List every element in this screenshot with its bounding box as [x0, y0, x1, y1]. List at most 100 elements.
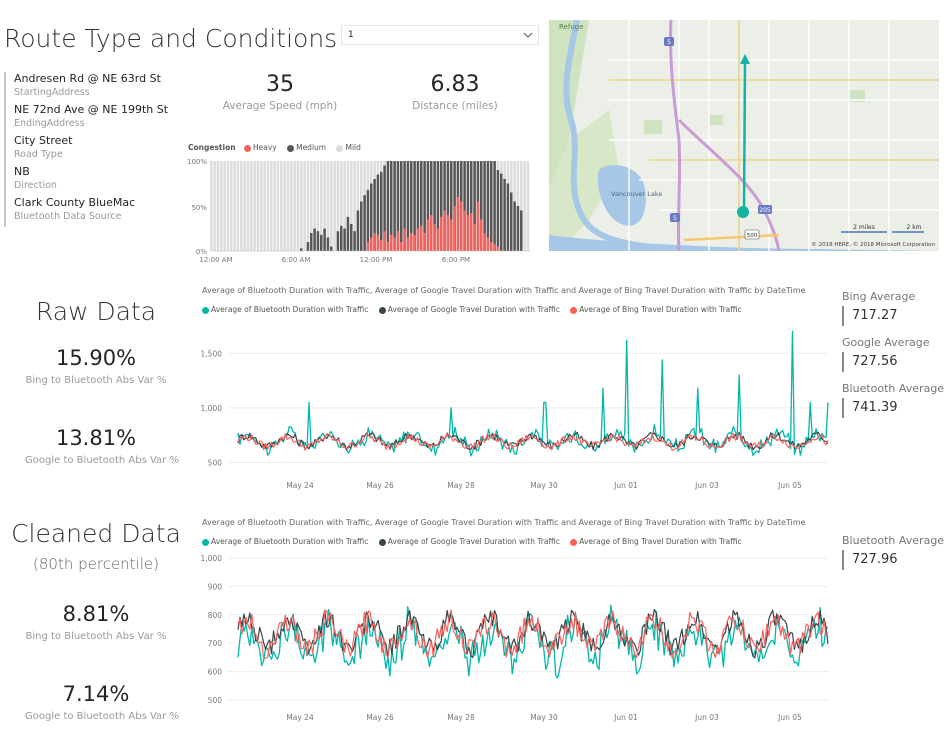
raw-averages: Bing Average 717.27 Google Average 727.5… [842, 290, 944, 418]
congestion-bar-heavy [376, 234, 380, 251]
congestion-bar-heavy [380, 240, 383, 251]
congestion-bar-medium [466, 161, 470, 251]
congestion-bar-heavy [490, 242, 493, 251]
congestion-bar-heavy [486, 237, 490, 251]
legend-google[interactable]: Average of Google Travel Duration with T… [378, 305, 560, 314]
congestion-bar-heavy [430, 215, 433, 251]
congestion-bar-mild [250, 161, 253, 251]
y-tick-label: 0% [196, 248, 207, 256]
route-selector-dropdown[interactable]: 1 [341, 25, 539, 45]
x-tick-label: May 30 [530, 713, 558, 722]
route-map[interactable]: 5 5 205 500 Refuge Vancouver Lake 2 mile… [549, 20, 939, 251]
congestion-bar-mild [346, 161, 350, 251]
congestion-bar-heavy [423, 233, 426, 251]
congestion-bar-medium [450, 161, 453, 251]
legend-dot-icon [570, 538, 578, 546]
congestion-bar-medium [430, 161, 433, 251]
congestion-bar-heavy [476, 201, 480, 251]
congestion-bar-medium [313, 228, 316, 251]
cleaned-line-chart[interactable]: 500 600 700 800 900 1,000 May 24 May 26 May 28 Ma… [196, 550, 836, 726]
scale-label-miles: 2 miles [853, 224, 875, 231]
x-tick-label: Jun 03 [694, 481, 719, 490]
congestion-bar-medium [363, 195, 366, 251]
congestion-bar-medium [306, 242, 310, 251]
congestion-bar-mild [213, 161, 216, 251]
y-tick-label: 800 [208, 611, 223, 620]
congestion-bar-medium [490, 161, 493, 251]
congestion-bar-medium [360, 201, 363, 251]
congestion-bar-mild [296, 161, 300, 251]
congestion-bar-heavy [433, 224, 436, 251]
congestion-bar-medium [503, 179, 506, 251]
congestion-bar-medium [413, 161, 416, 251]
congestion-bar-medium [440, 161, 443, 251]
series-line-bing[interactable] [237, 609, 829, 659]
cleaned-data-subtitle: (80th percentile) [33, 555, 159, 573]
route-start-marker[interactable] [737, 206, 749, 218]
congestion-bar-medium [406, 161, 410, 251]
legend-medium[interactable]: Medium [287, 143, 326, 152]
congestion-bar-medium [403, 161, 406, 251]
congestion-bar-heavy [460, 201, 463, 251]
highway-shield-icon: 5 [670, 213, 680, 222]
congestion-bar-medium [420, 161, 423, 251]
page-title: Route Type and Conditions [4, 24, 338, 53]
congestion-bar-heavy [463, 210, 466, 251]
congestion-bar-heavy [493, 243, 496, 251]
congestion-bar-heavy [410, 233, 413, 251]
legend-heavy[interactable]: Heavy [243, 143, 277, 152]
route-selector-value: 1 [348, 30, 354, 40]
legend-bing[interactable]: Average of Bing Travel Duration with Tra… [570, 537, 742, 546]
congestion-bar-mild [286, 161, 290, 251]
y-tick-label: 1,000 [201, 404, 223, 413]
congestion-bar-mild [220, 161, 223, 251]
legend-bluetooth[interactable]: Average of Bluetooth Duration with Traff… [202, 305, 368, 314]
congestion-bar-medium [510, 192, 513, 251]
river [549, 235, 939, 251]
x-tick-label: May 24 [286, 481, 314, 490]
congestion-bar-medium [326, 237, 330, 251]
x-tick-label: 6:00 PM [442, 256, 470, 264]
congestion-bar-heavy [383, 231, 386, 251]
legend-mild[interactable]: Mild [336, 143, 361, 152]
congestion-bar-mild [303, 161, 306, 251]
congestion-bar-medium [383, 165, 386, 251]
congestion-bar-medium [473, 161, 476, 251]
congestion-bar-mild [243, 161, 246, 251]
y-tick-label: 1,000 [201, 554, 223, 563]
congestion-bar-heavy [413, 234, 416, 251]
river [563, 20, 690, 251]
congestion-bar-mild [520, 161, 523, 251]
cleaned-chart-title: Average of Bluetooth Duration with Traff… [202, 518, 806, 527]
legend-google[interactable]: Average of Google Travel Duration with T… [378, 537, 560, 546]
legend-dot-icon [378, 306, 386, 314]
route-info-road-type: City Street Road Type [14, 134, 73, 160]
x-tick-label: May 26 [366, 713, 394, 722]
raw-line-chart[interactable]: 500 1,000 1,500 May 24 May 26 May 28 May 30 Jun… [196, 318, 836, 494]
cleaned-bing-kpi: 8.81% Bing to Bluetooth Abs Var % [25, 602, 167, 642]
congestion-bar-heavy [386, 242, 390, 251]
series-line-bluetooth[interactable] [237, 604, 829, 679]
route-info-source: Clark County BlueMac Bluetooth Data Sour… [14, 196, 136, 222]
congestion-bar-heavy [403, 228, 406, 251]
y-tick-label: 700 [208, 639, 223, 648]
congestion-bar-medium [316, 231, 320, 251]
congestion-bar-medium [426, 161, 430, 251]
legend-bing[interactable]: Average of Bing Travel Duration with Tra… [570, 305, 742, 314]
park-area [709, 115, 723, 125]
congestion-bar-mild [353, 161, 356, 251]
series-line-bing[interactable] [237, 432, 829, 451]
congestion-bar-mild [283, 161, 286, 251]
congestion-legend: Congestion Heavy Medium Mild [188, 143, 361, 152]
raw-bing-kpi: 15.90% Bing to Bluetooth Abs Var % [25, 346, 167, 386]
legend-bluetooth[interactable]: Average of Bluetooth Duration with Traff… [202, 537, 368, 546]
svg-text:5: 5 [667, 39, 671, 46]
y-tick-label: 1,500 [201, 349, 223, 358]
congestion-bar-medium [390, 161, 393, 251]
congestion-bar-mild [333, 161, 336, 251]
congestion-chart: 100% 50% 0% 12:00 AM 6:00 AM 12:00 PM 6:… [187, 158, 530, 264]
y-tick-label: 900 [208, 582, 223, 591]
highway-shield-icon: 5 [664, 37, 674, 46]
congestion-bar-heavy [473, 224, 476, 251]
congestion-bar-medium [400, 161, 403, 251]
